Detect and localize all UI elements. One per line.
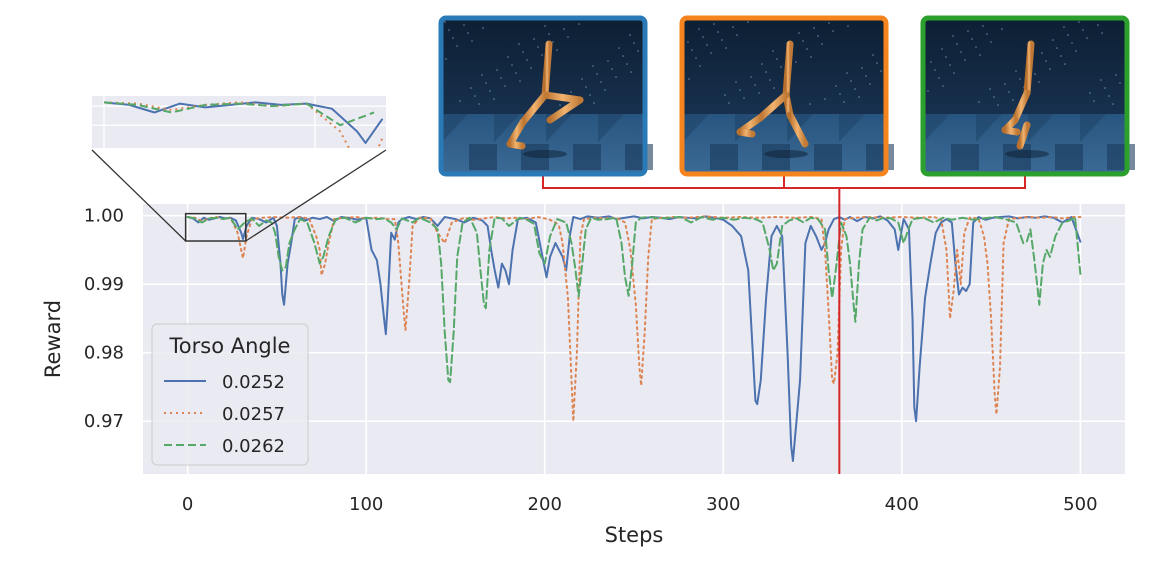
zoom-indicator — [91, 149, 387, 242]
legend-title: Torso Angle — [169, 334, 291, 358]
x-tick-label: 200 — [528, 494, 562, 515]
y-tick-label: 0.97 — [84, 411, 124, 432]
snapshot-frame — [920, 15, 1130, 177]
legend-box — [151, 323, 309, 466]
inset-series-line-0.0262 — [103, 101, 375, 127]
x-axis-label: Steps — [605, 523, 664, 547]
y-tick-label: 1.00 — [84, 206, 124, 227]
y-tick-label: 0.99 — [84, 274, 124, 295]
snapshot-panels — [438, 15, 1135, 177]
zoom-connector-right — [245, 149, 387, 242]
snapshot-marker — [542, 176, 1026, 474]
legend-label-0.0262: 0.0262 — [222, 436, 285, 457]
zoom-box — [184, 212, 247, 242]
legend-label-0.0257: 0.0257 — [222, 404, 285, 425]
y-tick-label: 0.98 — [84, 343, 124, 364]
legend: Torso Angle 0.0252 0.0257 0.0262 — [151, 323, 309, 466]
snapshot-panel-0.0262 — [920, 15, 1135, 177]
x-tick-label: 100 — [349, 494, 383, 515]
x-tick-label: 500 — [1063, 494, 1097, 515]
snapshot-frame — [438, 15, 648, 177]
x-tick-label: 400 — [885, 494, 919, 515]
series-line-0.0262 — [186, 216, 1082, 384]
series-layer — [186, 215, 1082, 462]
snapshot-bracket — [542, 176, 1026, 189]
snapshot-frame — [679, 15, 889, 177]
series-line-0.0252 — [186, 215, 1082, 462]
x-tick-label: 0 — [182, 494, 193, 515]
snapshot-panel-0.0257 — [679, 15, 894, 177]
legend-label-0.0252: 0.0252 — [222, 372, 285, 393]
zoom-connector-left — [91, 149, 187, 242]
inset-series-layer — [103, 101, 384, 148]
y-axis-label: Reward — [41, 300, 65, 378]
x-tick-label: 300 — [706, 494, 740, 515]
series-line-0.0257 — [186, 215, 1082, 423]
inset-series-line-0.0252 — [103, 101, 384, 144]
snapshot-panel-0.0252 — [438, 15, 653, 177]
tick-labels: 0 100 200 300 400 500 0.97 0.98 0.99 1.00 — [84, 206, 1098, 515]
